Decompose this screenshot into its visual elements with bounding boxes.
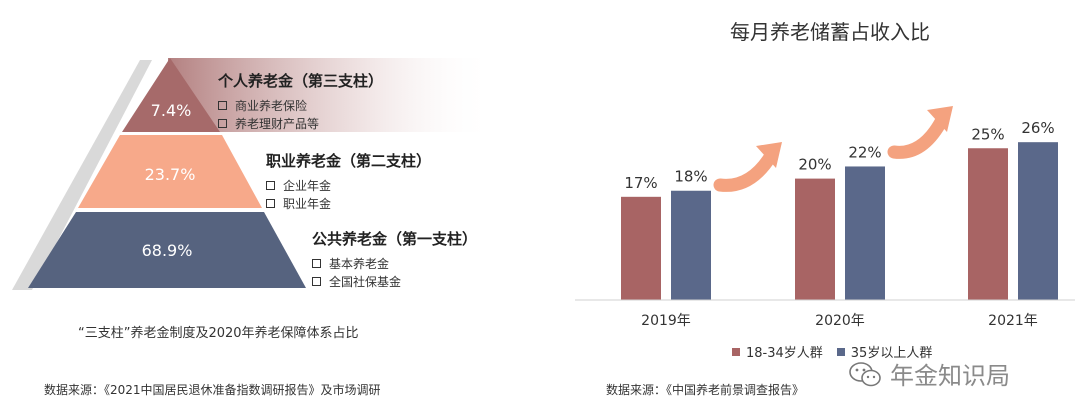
bar-chart: 17% 18% 2019年 20% 22% 2020年 25% 26% 2021年	[575, 106, 1075, 329]
bar-2020年-series-1	[795, 178, 835, 300]
legend-label-series-2: 35岁以上人群	[850, 346, 933, 361]
data-label-2021年-series-2: 26%	[1021, 119, 1054, 137]
tier-3-item: 基本养老金	[312, 255, 477, 272]
bars-layer	[621, 142, 1058, 300]
tier-3-percent: 68.9%	[141, 241, 193, 260]
trend-arrow-icon	[887, 111, 950, 159]
data-label-2020年-series-1: 20%	[798, 156, 831, 174]
data-label-2019年-series-2: 18%	[674, 168, 707, 186]
wechat-icon	[849, 361, 881, 386]
legend-swatch-series-2	[836, 347, 845, 356]
data-label-2019年-series-1: 17%	[624, 174, 657, 192]
checkbox-icon	[312, 259, 321, 268]
data-label-2021年-series-1: 25%	[971, 125, 1004, 143]
tier-2-percent: 23.7%	[144, 165, 196, 184]
x-tick-label: 2020年	[815, 313, 865, 329]
chart-title: 每月养老储蓄占收入比	[730, 20, 930, 44]
tier-2-block: 职业养老金（第二支柱） 企业年金 职业年金	[266, 150, 431, 212]
tier-1-percent: 7.4%	[150, 101, 192, 120]
arrows-layer	[713, 106, 953, 192]
tier-1-item: 养老理财产品等	[218, 115, 383, 132]
bar-2020年-series-2	[845, 166, 885, 300]
right-source-note: 数据来源：《中国养老前景调查报告》	[606, 383, 805, 397]
data-label-2020年-series-2: 22%	[848, 143, 881, 161]
tier-3-item: 全国社保基金	[312, 273, 477, 290]
tier-2-item: 职业年金	[266, 195, 431, 212]
trend-arrow-icon	[713, 147, 779, 192]
bar-2019年-series-2	[671, 190, 711, 300]
checkbox-icon	[218, 101, 227, 110]
bar-2021年-series-2	[1018, 142, 1058, 300]
tier-1-item: 商业养老保险	[218, 97, 383, 114]
pyramid-tier-second-pillar	[78, 135, 262, 208]
labels-layer: 17% 18% 2019年 20% 22% 2020年 25% 26% 2021年	[624, 119, 1054, 329]
checkbox-icon	[312, 277, 321, 286]
tier-2-item: 企业年金	[266, 177, 431, 194]
tier-1-title: 个人养老金（第三支柱）	[218, 72, 384, 90]
pyramid-graphic	[12, 58, 494, 290]
trend-arrow-head-icon	[927, 106, 953, 132]
watermark-logo: 年金知识局	[848, 356, 1010, 391]
watermark-text: 年金知识局	[890, 362, 1010, 390]
tier-1-block: 个人养老金（第三支柱） 商业养老保险 养老理财产品等	[218, 70, 383, 132]
bar-2019年-series-1	[621, 196, 661, 300]
x-tick-label: 2019年	[641, 313, 691, 329]
legend-label-series-1: 18-34岁人群	[746, 346, 823, 361]
checkbox-icon	[266, 199, 275, 208]
legend-swatch-series-1	[732, 347, 740, 356]
bar-2021年-series-1	[968, 148, 1008, 300]
pyramid-shadow	[12, 60, 152, 290]
chart-legend: 18-34岁人群 35岁以上人群	[732, 342, 932, 361]
left-source-note: 数据来源：《2021中国居民退休准备指数调研报告》及市场调研	[44, 383, 381, 397]
tier-3-title: 公共养老金（第一支柱）	[312, 230, 478, 248]
pyramid-tier-third-pillar	[122, 58, 220, 132]
checkbox-icon	[218, 119, 227, 128]
trend-arrow-head-icon	[756, 142, 782, 168]
pyramid-caption: “三支柱”养老金制度及2020年养老保障体系占比	[78, 326, 359, 341]
pyramid-tier-first-pillar	[28, 212, 306, 288]
tier-3-block: 公共养老金（第一支柱） 基本养老金 全国社保基金	[312, 228, 477, 290]
checkbox-icon	[266, 181, 275, 190]
tier-2-title: 职业养老金（第二支柱）	[266, 152, 432, 170]
x-tick-label: 2021年	[988, 313, 1038, 329]
